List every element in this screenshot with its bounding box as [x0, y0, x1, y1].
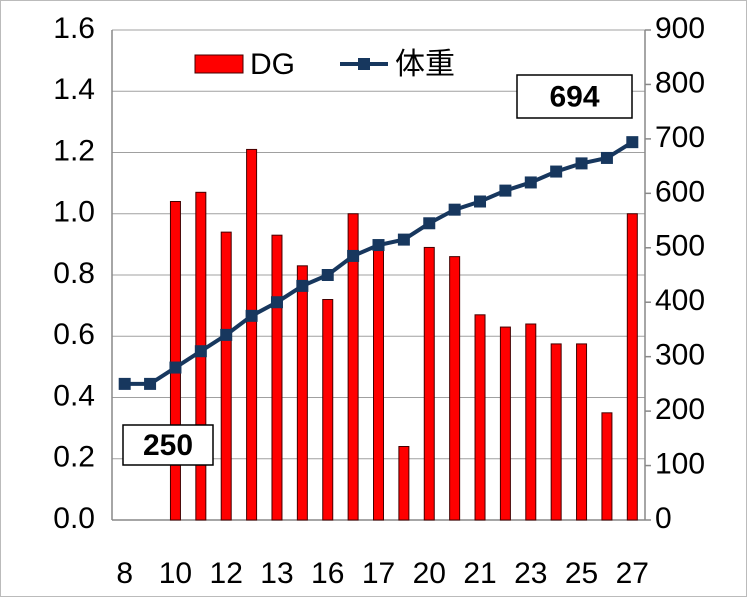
bar: [246, 148, 258, 521]
marker: [245, 309, 258, 322]
legend-label: 体重: [395, 48, 455, 81]
x-tick-label: 8: [116, 557, 133, 590]
tick-label: 0.6: [53, 318, 95, 351]
marker: [600, 151, 613, 164]
marker: [524, 176, 537, 189]
data-label-box: [516, 74, 633, 119]
bar: [347, 213, 359, 521]
x-tick-label: 16: [311, 557, 344, 590]
x-tick-label: 20: [413, 557, 446, 590]
marker: [144, 377, 157, 390]
tick-label: 1.6: [53, 12, 95, 45]
marker: [626, 136, 639, 149]
marker: [220, 328, 233, 341]
marker: [474, 195, 487, 208]
tick-label: 0.8: [53, 257, 95, 290]
marker: [118, 377, 131, 390]
tick-label: 0.2: [53, 441, 95, 474]
marker: [321, 269, 334, 281]
bar: [601, 412, 613, 521]
x-tick-label: 17: [362, 557, 395, 590]
bar: [322, 299, 334, 521]
data-label: 250: [143, 429, 193, 462]
bar: [373, 250, 384, 521]
bar: [499, 326, 511, 521]
bar: [398, 446, 410, 521]
tick-label: 1.0: [53, 196, 95, 229]
tick-label: 900: [655, 12, 705, 45]
tick-label: 600: [655, 175, 705, 208]
bar: [220, 231, 232, 521]
tick-label: 800: [655, 66, 705, 99]
x-tick-label: 10: [159, 557, 192, 590]
marker: [347, 249, 360, 262]
bar: [626, 213, 638, 521]
marker: [448, 203, 461, 216]
tick-label: 200: [655, 393, 705, 426]
x-tick-label: 13: [260, 557, 293, 590]
tick-label: 0: [655, 502, 672, 535]
tick-label: 700: [655, 121, 705, 154]
marker: [550, 165, 563, 178]
bar: [474, 314, 486, 521]
x-tick-label: 25: [565, 557, 598, 590]
tick-label: 0.0: [53, 502, 95, 535]
tick-label: 400: [655, 284, 705, 317]
bar: [296, 265, 308, 521]
marker: [270, 296, 283, 309]
marker: [499, 184, 512, 197]
bar: [550, 343, 562, 521]
bar: [169, 201, 181, 521]
bar: [449, 256, 461, 521]
legend-swatch: [194, 54, 244, 74]
tick-label: 0.4: [53, 379, 95, 412]
bar: [271, 234, 283, 521]
data-label-box: [122, 424, 214, 466]
legend-marker: [358, 58, 370, 70]
tick-label: 300: [655, 339, 705, 372]
tick-label: 1.4: [53, 73, 95, 106]
marker: [296, 279, 309, 292]
tick-label: 1.2: [53, 134, 95, 167]
marker: [194, 345, 207, 358]
bar: [525, 323, 537, 521]
marker: [372, 239, 385, 252]
x-tick-label: 27: [616, 557, 649, 590]
x-tick-label: 21: [463, 557, 496, 590]
bar: [423, 246, 435, 521]
tick-label: 100: [655, 447, 705, 480]
marker: [423, 217, 436, 230]
bar: [576, 343, 588, 521]
legend-label: DG: [250, 48, 295, 81]
marker: [575, 157, 588, 170]
tick-label: 500: [655, 230, 705, 263]
x-tick-label: 23: [514, 557, 547, 590]
marker: [397, 233, 410, 246]
data-label: 694: [549, 80, 599, 113]
marker: [169, 361, 182, 374]
x-tick-label: 12: [210, 557, 243, 590]
